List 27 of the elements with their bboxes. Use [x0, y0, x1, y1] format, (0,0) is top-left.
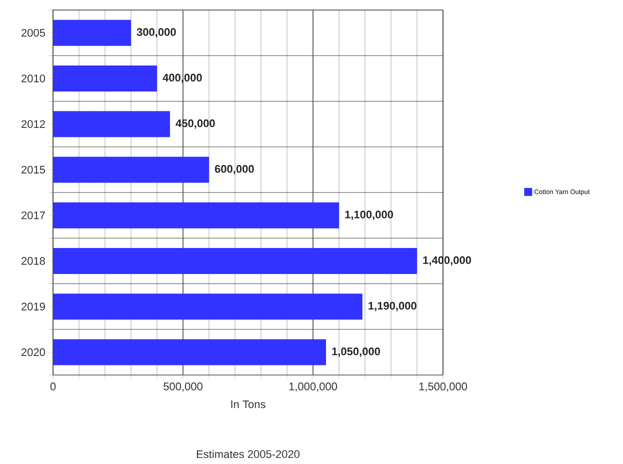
bar — [53, 20, 132, 46]
x-tick-label: 1,500,000 — [419, 382, 468, 392]
bar — [53, 65, 158, 92]
bar — [53, 111, 170, 138]
bar — [53, 339, 326, 366]
y-tick-label: 2019 — [22, 302, 45, 310]
y-tick-label: 2015 — [22, 166, 45, 174]
y-tick-label: 2018 — [22, 257, 45, 265]
y-tick-label: 2012 — [22, 120, 45, 128]
bar — [53, 202, 339, 228]
y-tick-label: 2010 — [22, 74, 46, 82]
x-tick-label: 1,000,000 — [289, 382, 338, 392]
y-tick-label: 2017 — [22, 211, 45, 220]
bar — [53, 294, 362, 320]
data-label: 300,000 — [136, 28, 176, 38]
data-label: 1,190,000 — [368, 302, 416, 312]
bar — [53, 248, 418, 274]
data-label: 1,050,000 — [332, 348, 380, 357]
bar — [53, 156, 209, 183]
x-tick-label: 0 — [50, 382, 56, 390]
y-tick-label: 2020 — [22, 348, 46, 356]
data-label: 1,100,000 — [345, 210, 394, 220]
y-tick-label: 2005 — [22, 28, 45, 37]
text: Estimates 2005-2020 — [196, 450, 300, 458]
x-tick-label: 500,000 — [164, 382, 202, 392]
data-label: 600,000 — [214, 165, 254, 174]
x-axis-title: In Tons — [231, 400, 266, 408]
